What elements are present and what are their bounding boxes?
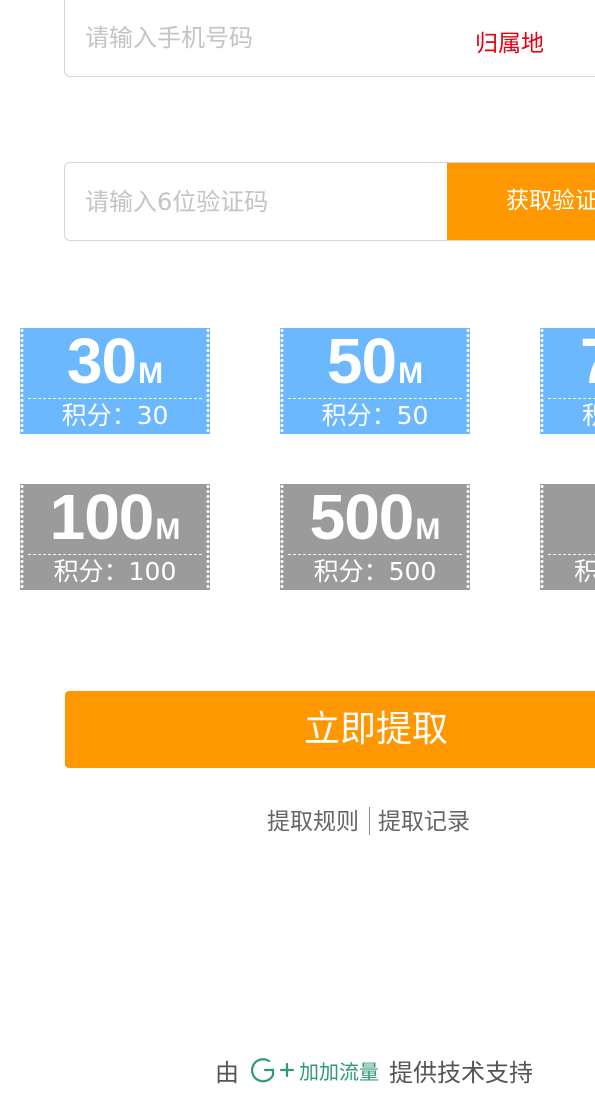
- ticket-500m[interactable]: 500M 积分：500: [280, 482, 470, 590]
- ticket-points: 积分：500: [313, 557, 437, 586]
- ticket-amount: 100M: [20, 482, 210, 552]
- ticket-points: 积分：30: [61, 401, 169, 430]
- brand-name: 加加流量: [299, 1059, 379, 1084]
- ticket-partial-3[interactable]: 7 积: [540, 326, 595, 434]
- ticket-50m[interactable]: 50M 积分：50: [280, 326, 470, 434]
- ticket-amount-value: 50: [326, 325, 397, 397]
- brand: 加加流量: [251, 1055, 379, 1085]
- powered-by-suffix: 提供技术支持: [389, 1058, 533, 1087]
- ticket-amount-value: 30: [66, 325, 137, 397]
- phone-input[interactable]: [85, 0, 385, 76]
- ticket-divider: [288, 398, 462, 399]
- ticket-amount: 7: [540, 326, 595, 396]
- ticket-amount: 50M: [280, 326, 470, 396]
- claim-button[interactable]: 立即提取: [65, 691, 595, 768]
- phone-field-container: 归属地: [64, 0, 595, 77]
- rules-link[interactable]: 提取规则: [267, 809, 359, 835]
- ticket-divider: [288, 554, 462, 555]
- ticket-amount-value: 100: [49, 481, 155, 553]
- ticket-divider: [28, 554, 202, 555]
- ticket-divider: [548, 398, 595, 399]
- ticket-points: 积分：50: [321, 401, 429, 430]
- link-separator: [369, 806, 370, 835]
- ticket-points: 积: [574, 557, 595, 586]
- ticket-amount: 500M: [280, 482, 470, 552]
- ticket-partial-6[interactable]: 积: [540, 484, 595, 590]
- get-code-button[interactable]: 获取验证码: [447, 163, 595, 240]
- ticket-amount: 30M: [20, 326, 210, 396]
- ticket-divider: [548, 554, 595, 555]
- powered-by-prefix: 由: [215, 1058, 239, 1087]
- ticket-amount-unit: M: [155, 513, 181, 546]
- brand-logo-icon: [251, 1058, 295, 1083]
- ticket-100m[interactable]: 100M 积分：100: [20, 482, 210, 590]
- ticket-amount-value: 7: [580, 325, 595, 397]
- ticket-amount: [540, 482, 595, 552]
- code-field-container: 获取验证码: [64, 162, 595, 241]
- ticket-points: 积分：100: [53, 557, 177, 586]
- footer-links: 提取规则 提取记录: [267, 802, 470, 835]
- ticket-points: 积: [582, 401, 595, 430]
- ticket-amount-unit: M: [415, 513, 441, 546]
- ticket-amount-unit: M: [138, 357, 164, 390]
- ticket-30m[interactable]: 30M 积分：30: [20, 326, 210, 434]
- ticket-divider: [28, 398, 202, 399]
- records-link[interactable]: 提取记录: [378, 809, 470, 835]
- ticket-amount-value: 500: [309, 481, 415, 553]
- region-label: 归属地: [475, 31, 544, 57]
- powered-by: 由 加加流量 提供技术支持: [215, 1053, 533, 1087]
- ticket-amount-unit: M: [398, 357, 424, 390]
- code-input[interactable]: [85, 163, 385, 240]
